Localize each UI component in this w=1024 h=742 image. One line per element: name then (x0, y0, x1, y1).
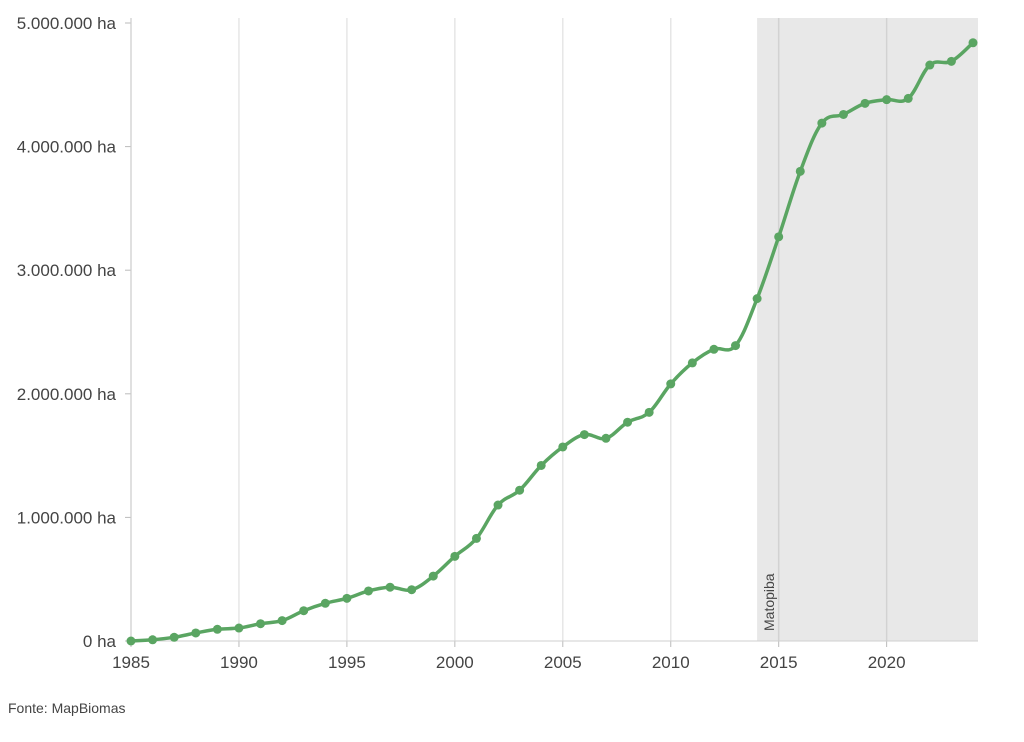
data-point (299, 606, 309, 616)
data-point (234, 623, 244, 633)
data-point (817, 118, 827, 128)
y-tick-label: 0 ha (83, 632, 117, 651)
x-tick-label: 2020 (868, 653, 906, 672)
x-tick-label: 2015 (760, 653, 798, 672)
data-point (363, 586, 373, 596)
x-tick-label: 1995 (328, 653, 366, 672)
shaded-region-layer: Matopiba (757, 18, 978, 641)
y-tick-label: 3.000.000 ha (17, 261, 117, 280)
x-tick-label: 1990 (220, 653, 258, 672)
data-point (709, 344, 719, 354)
data-point (515, 485, 525, 495)
data-point (968, 38, 978, 48)
data-point (903, 93, 913, 103)
data-point (342, 593, 352, 603)
data-point (838, 109, 848, 119)
series-layer (126, 38, 978, 646)
y-tick-label: 2.000.000 ha (17, 385, 117, 404)
data-point (428, 571, 438, 581)
data-point (385, 582, 395, 592)
source-note: Fonte: MapBiomas (8, 700, 126, 716)
y-tick-label: 1.000.000 ha (17, 508, 117, 527)
y-tick-label: 4.000.000 ha (17, 138, 117, 157)
data-point (450, 551, 460, 561)
data-point (148, 635, 158, 645)
data-point (774, 232, 784, 242)
data-point (687, 358, 697, 368)
data-point (644, 407, 654, 417)
data-point (277, 616, 287, 626)
data-point (558, 442, 568, 452)
data-point (731, 341, 741, 351)
x-tick-label: 1985 (112, 653, 150, 672)
data-point (126, 636, 136, 646)
data-point (946, 56, 956, 66)
y-tick-label: 5.000.000 ha (17, 14, 117, 33)
x-tick-label: 2000 (436, 653, 474, 672)
data-point (601, 433, 611, 443)
x-tick-label: 2010 (652, 653, 690, 672)
series-line (129, 41, 975, 643)
data-point (471, 533, 481, 543)
data-point (536, 460, 546, 470)
data-point (925, 60, 935, 70)
data-point (256, 619, 266, 629)
data-point (320, 598, 330, 608)
data-point (795, 166, 805, 176)
data-point (623, 417, 633, 427)
axes: 1985 1990 1995 2000 2005 2010 2015 2020 0 ha 1.00… (17, 14, 978, 672)
shaded-region (757, 18, 978, 641)
data-point (169, 632, 179, 642)
data-point (191, 628, 201, 638)
data-point (212, 624, 222, 634)
data-point (407, 585, 417, 595)
gridlines (130, 18, 888, 641)
data-point (666, 379, 676, 389)
data-point (579, 430, 589, 440)
x-tick-label: 2005 (544, 653, 582, 672)
data-point (860, 98, 870, 108)
data-point (882, 95, 892, 105)
data-point (752, 294, 762, 304)
data-point (493, 500, 503, 510)
shaded-region-label: Matopiba (761, 573, 777, 631)
